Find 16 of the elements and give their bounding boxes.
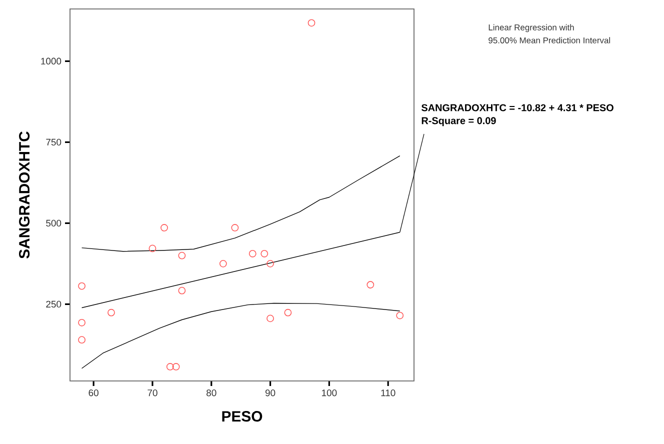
y-tick-label: 1000 — [41, 58, 62, 65]
y-tick-label: 750 — [46, 138, 62, 146]
x-tick-label: 110 — [381, 390, 396, 396]
x-tick-label: 90 — [265, 390, 276, 396]
y-tick-label: 500 — [46, 220, 62, 227]
text: Linear Regression with — [488, 24, 574, 32]
x-tick-label: 80 — [206, 390, 216, 396]
text: 95.00% Mean Prediction Interval — [488, 37, 610, 44]
x-tick-label: 100 — [322, 390, 337, 396]
x-tick-label: 60 — [88, 390, 98, 396]
x-tick-label: 70 — [148, 390, 158, 396]
y-axis-title: SANGRADOXHTC — [19, 131, 30, 258]
x-axis-title: PESO — [222, 411, 262, 422]
annotation: R-Square = 0.09 — [422, 117, 496, 126]
y-tick-label: 250 — [46, 300, 62, 308]
text: SANGRADOXHTC = -10.82 + 4.31 * PESO — [421, 104, 614, 112]
